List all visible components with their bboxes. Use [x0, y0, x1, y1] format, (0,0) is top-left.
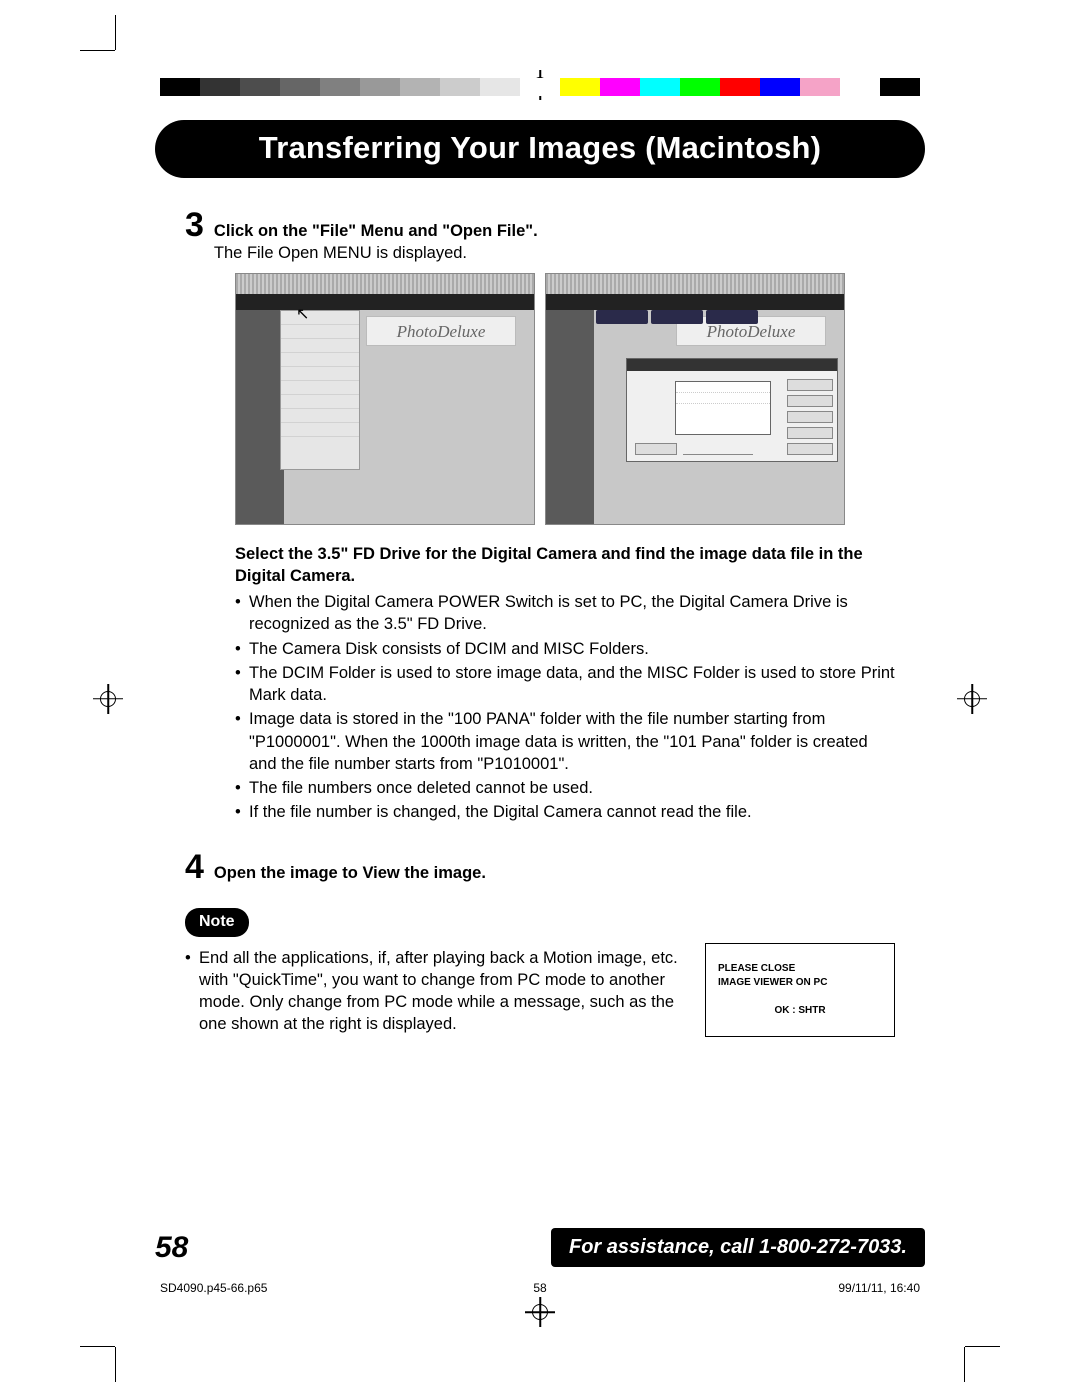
open-file-dialog: [626, 358, 838, 462]
crop-mark: [115, 15, 116, 50]
app-brand-label: PhotoDeluxe: [366, 316, 516, 346]
step-3: 3 Click on the "File" Menu and "Open Fil…: [185, 208, 895, 265]
screenshot-row: PhotoDeluxe ↖ PhotoDeluxe: [235, 273, 895, 525]
crop-mark: [965, 1346, 1000, 1347]
color-calibration-bar: [160, 78, 920, 96]
page-footer: 58 For assistance, call 1-800-272-7033.: [155, 1228, 925, 1267]
note-bullet: End all the applications, if, after play…: [185, 947, 685, 1038]
msg-line: IMAGE VIEWER ON PC: [718, 976, 882, 990]
registration-mark-icon: [93, 684, 123, 714]
bullet-list: When the Digital Camera POWER Switch is …: [235, 591, 895, 824]
camera-message-box: PLEASE CLOSE IMAGE VIEWER ON PC OK : SHT…: [705, 943, 895, 1037]
cursor-icon: ↖: [296, 304, 309, 326]
file-menu-dropdown: [280, 310, 360, 470]
bullet-item: Image data is stored in the "100 PANA" f…: [235, 708, 895, 775]
note-text: End all the applications, if, after play…: [185, 947, 685, 1036]
registration-mark-icon: [525, 1297, 555, 1327]
instruction-bold: Select the 3.5" FD Drive for the Digital…: [235, 543, 895, 588]
step-title: Open the image to View the image.: [214, 864, 486, 882]
crop-mark: [964, 1347, 965, 1382]
print-slug: SD4090.p45-66.p65 58 99/11/11, 16:40: [160, 1281, 920, 1295]
crop-mark: [80, 1346, 115, 1347]
crop-mark: [80, 50, 115, 51]
step-4: 4 Open the image to View the image.: [185, 850, 895, 884]
msg-line: OK : SHTR: [718, 1004, 882, 1018]
bullet-item: The Camera Disk consists of DCIM and MIS…: [235, 638, 895, 660]
bullet-item: The DCIM Folder is used to store image d…: [235, 662, 895, 707]
page-number: 58: [155, 1231, 188, 1265]
step-number: 4: [185, 850, 204, 884]
step-title: Click on the "File" Menu and "Open File"…: [214, 222, 538, 240]
bullet-item: When the Digital Camera POWER Switch is …: [235, 591, 895, 636]
crop-mark: [115, 1347, 116, 1382]
screenshot-file-menu: PhotoDeluxe ↖: [235, 273, 535, 525]
note-pill: Note: [185, 908, 249, 937]
note-header: Note: [185, 908, 895, 937]
toolbar-tabs: [596, 310, 758, 324]
bullet-item: If the file number is changed, the Digit…: [235, 801, 895, 823]
page-title: Transferring Your Images (Macintosh): [155, 120, 925, 178]
step-subtitle: The File Open MENU is displayed.: [214, 244, 467, 262]
screenshot-open-dialog: PhotoDeluxe: [545, 273, 845, 525]
bullet-item: The file numbers once deleted cannot be …: [235, 777, 895, 799]
step-number: 3: [185, 208, 204, 265]
registration-mark-icon: [957, 684, 987, 714]
slug-file: SD4090.p45-66.p65: [160, 1281, 267, 1295]
assistance-bar: For assistance, call 1-800-272-7033.: [551, 1228, 925, 1267]
page-body: Transferring Your Images (Macintosh) 3 C…: [155, 120, 925, 1267]
slug-datetime: 99/11/11, 16:40: [838, 1281, 920, 1295]
msg-line: PLEASE CLOSE: [718, 962, 882, 976]
slug-page: 58: [533, 1281, 546, 1295]
